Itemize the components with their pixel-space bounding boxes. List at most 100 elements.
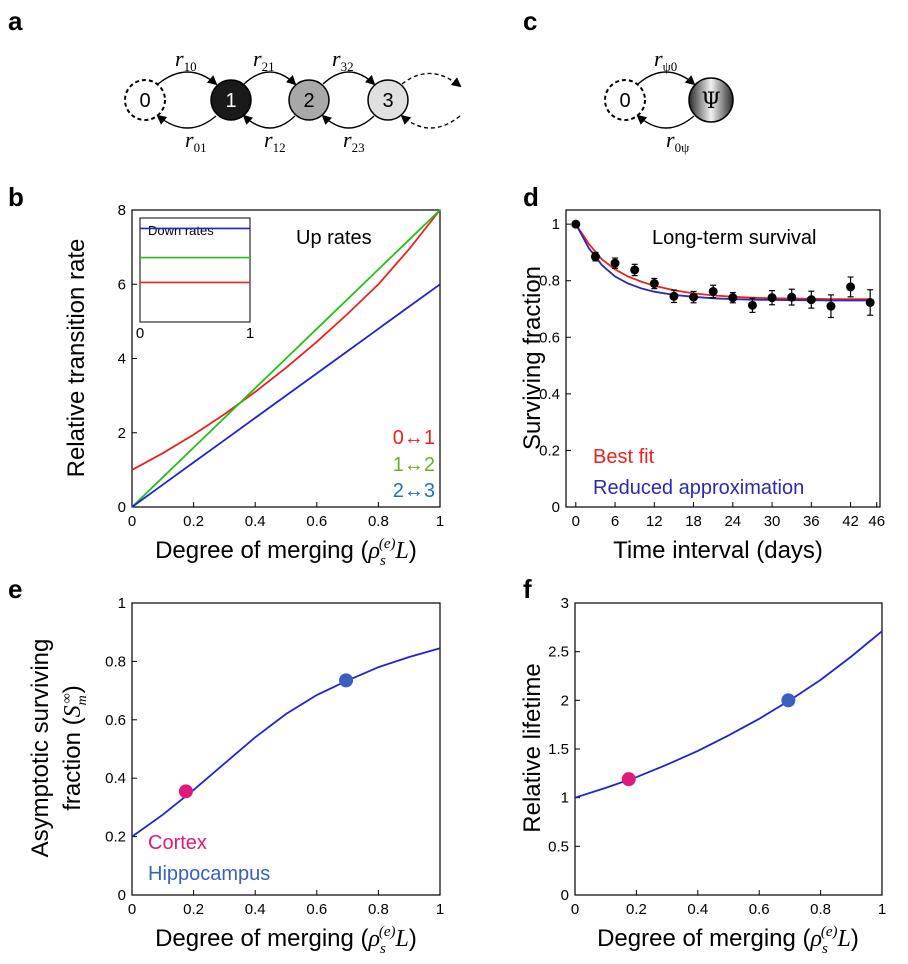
chart-f-ytick-label: 3 bbox=[561, 595, 569, 612]
chart-d-xtick-label: 46 bbox=[868, 513, 885, 530]
state-0-node bbox=[124, 79, 166, 121]
panel-label-d: d bbox=[523, 182, 539, 212]
state-1-label: 1 bbox=[225, 90, 236, 112]
chart-b-legend-entry: 0↔1 bbox=[393, 427, 435, 449]
chart-d-xtick-label: 18 bbox=[685, 513, 702, 530]
chart-d-data-point bbox=[708, 286, 718, 296]
chart-b-inset-xtick: 1 bbox=[246, 325, 254, 342]
chart-f-ytick-label: 0 bbox=[561, 887, 569, 904]
arrow-r01 bbox=[156, 114, 217, 129]
state-2-node bbox=[288, 79, 330, 121]
chart-d-data-point bbox=[649, 279, 659, 289]
chart-d-data-point bbox=[610, 258, 620, 268]
chart-b-inset-title: Down rates bbox=[148, 223, 214, 238]
chart-e: 0 0.2 0.4 0.6 0.8 1 0 0.2 0.4 0.6 0.8 1 Cortex Hippoc… bbox=[27, 595, 444, 957]
chart-d-data-point bbox=[728, 293, 738, 303]
chart-d-data-point bbox=[846, 282, 856, 292]
state-psi-node bbox=[688, 77, 734, 123]
panel-label-a: a bbox=[8, 6, 23, 36]
chart-f-xtick-label: 1 bbox=[878, 901, 886, 918]
chart-e-curve bbox=[131, 647, 441, 838]
chart-b-series-line bbox=[131, 209, 441, 471]
chart-b-ytick-label: 0 bbox=[118, 499, 126, 516]
chart-b-annotation: Up rates bbox=[296, 227, 372, 249]
rate-label-r10: r10 bbox=[175, 46, 197, 74]
rate-label-r12: r12 bbox=[264, 127, 286, 155]
rate-label-r01: r01 bbox=[185, 127, 207, 155]
panel-label-e: e bbox=[8, 574, 22, 604]
chart-d-legend-reduced: Reduced approximation bbox=[593, 477, 804, 499]
chart-f-marker bbox=[781, 693, 796, 708]
panel-label-c: c bbox=[523, 6, 537, 36]
state-0-label: 0 bbox=[139, 90, 150, 112]
chart-d: 0 6 12 18 24 30 36 42 46 0 0.2 0.4 0.6 0.8 1 Long-term … bbox=[519, 209, 885, 564]
chart-f-xtick-label: 0.4 bbox=[687, 901, 708, 918]
chart-f: 0 0.2 0.4 0.6 0.8 1 0 0.5 1 1.5 2 2.5 3 Relative life… bbox=[519, 595, 886, 957]
chart-f-ytick-label: 2.5 bbox=[548, 644, 569, 661]
chart-e-xtick-label: 1 bbox=[436, 901, 444, 918]
chart-b: 0 0.2 0.4 0.6 0.8 1 0 2 4 6 8 Up rates 0↔1 1↔2 2↔3 Rela… bbox=[63, 202, 444, 569]
chart-d-xtick-label: 12 bbox=[646, 513, 663, 530]
chart-d-ylabel: Surviving fraction bbox=[519, 266, 546, 450]
chart-d-data-point bbox=[590, 252, 600, 262]
chart-e-plot-frame bbox=[131, 602, 441, 896]
panel-label-b: b bbox=[8, 182, 24, 212]
chart-d-xtick-label: 36 bbox=[803, 513, 820, 530]
chart-e-ytick-label: 0.4 bbox=[105, 770, 126, 787]
chart-f-marker bbox=[621, 772, 636, 787]
chart-d-xtick-label: 30 bbox=[764, 513, 781, 530]
chart-e-ylabel-line2: fraction (Sm∞) bbox=[59, 685, 90, 810]
arrow-r12 bbox=[242, 114, 296, 129]
chart-d-annotation: Long-term survival bbox=[652, 227, 817, 249]
arrow-r21 bbox=[243, 71, 297, 86]
chart-d-plot-frame bbox=[565, 209, 881, 508]
chart-d-data-point bbox=[826, 301, 836, 311]
chart-d-xlabel: Time interval (days) bbox=[613, 537, 823, 564]
chart-f-xtick-label: 0.6 bbox=[749, 901, 770, 918]
chart-e-ytick-label: 0.8 bbox=[105, 653, 126, 670]
chart-f-plot-frame bbox=[574, 602, 883, 896]
arrow-dashed-up bbox=[401, 72, 462, 88]
chart-e-ytick-label: 0.2 bbox=[105, 829, 126, 846]
state-3-label: 3 bbox=[382, 90, 393, 112]
panel-label-f: f bbox=[523, 574, 532, 604]
chart-b-xtick-label: 0 bbox=[128, 513, 136, 530]
rate-label-r0psi: r0ψ bbox=[666, 127, 689, 155]
state-psi-label: Ψ bbox=[701, 89, 720, 114]
chart-d-data-point bbox=[865, 297, 875, 307]
chart-b-ytick-label: 6 bbox=[118, 276, 126, 293]
chart-e-legend-cortex: Cortex bbox=[148, 832, 207, 854]
chart-b-xtick-label: 0.6 bbox=[306, 513, 327, 530]
chart-d-xtick-label: 42 bbox=[842, 513, 859, 530]
rate-label-rpsi0: rψ0 bbox=[654, 46, 677, 74]
chart-b-xtick-label: 1 bbox=[436, 513, 444, 530]
chart-d-ytick-label: 1 bbox=[552, 216, 560, 233]
chart-d-data-point bbox=[689, 292, 699, 302]
chart-e-legend-hippocampus: Hippocampus bbox=[148, 863, 270, 885]
chart-d-ytick-label: 0.6 bbox=[539, 329, 560, 346]
rate-label-r23: r23 bbox=[343, 127, 365, 155]
panel-c: c 0 Ψ rψ0 r0ψ bbox=[523, 6, 734, 155]
chart-e-ylabel: Asymptotic surviving bbox=[27, 639, 54, 858]
chart-b-legend-entry: 1↔2 bbox=[393, 454, 435, 476]
chart-d-data-point bbox=[787, 292, 797, 302]
chart-d-data-point bbox=[669, 291, 679, 301]
state-1-node bbox=[210, 79, 252, 121]
arrow-r10 bbox=[157, 71, 218, 86]
chart-d-xtick-label: 0 bbox=[572, 513, 580, 530]
chart-b-ytick-label: 4 bbox=[118, 351, 126, 368]
rate-label-r32: r32 bbox=[332, 46, 354, 74]
state-3-node bbox=[367, 79, 409, 121]
chart-d-xtick-label: 6 bbox=[611, 513, 619, 530]
chart-b-legend-entry: 2↔3 bbox=[393, 480, 435, 502]
chart-f-curve bbox=[574, 630, 883, 799]
chart-f-ytick-label: 0.5 bbox=[548, 838, 569, 855]
chart-b-xlabel: Degree of merging (ρs(e)L) bbox=[155, 536, 417, 569]
state-2-label: 2 bbox=[303, 90, 314, 112]
chart-f-ylabel: Relative lifetime bbox=[519, 663, 546, 832]
arrow-r-0psi bbox=[636, 114, 695, 129]
chart-e-marker bbox=[339, 673, 354, 688]
chart-e-ytick-label: 0.6 bbox=[105, 712, 126, 729]
chart-d-legend-best-fit: Best fit bbox=[593, 446, 655, 468]
